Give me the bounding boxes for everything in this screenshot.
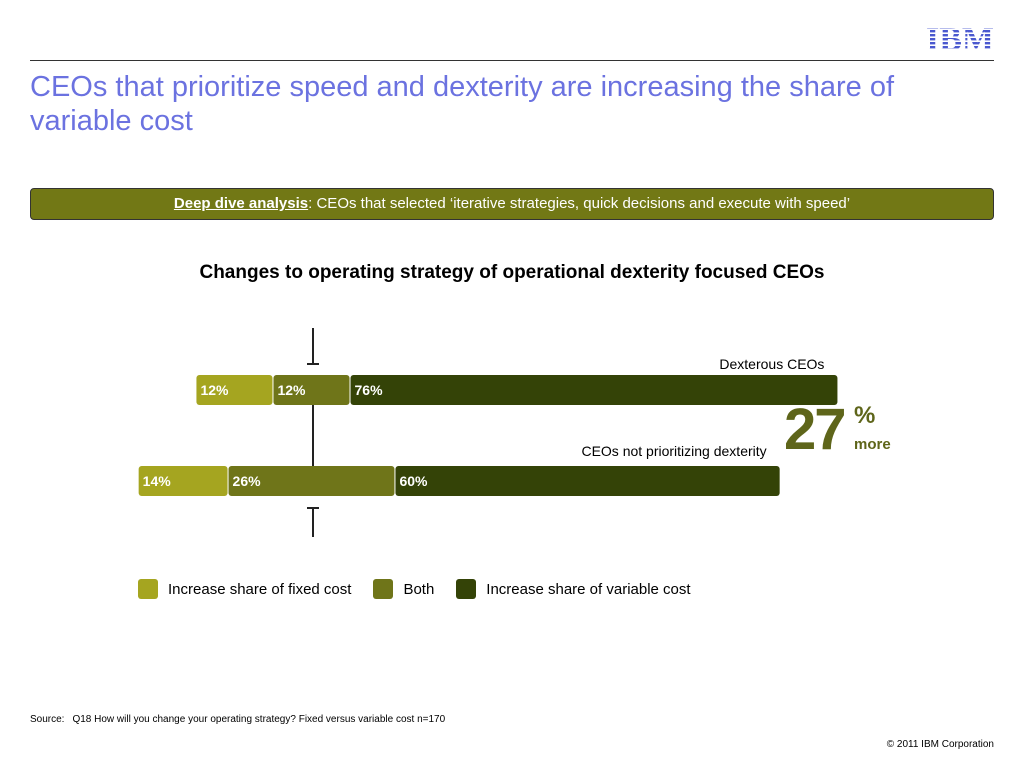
- banner-text: : CEOs that selected ‘iterative strategi…: [308, 195, 851, 212]
- bar-value-label: 14%: [143, 473, 172, 489]
- ibm-logo: IBM: [926, 22, 994, 54]
- row-label: CEOs not prioritizing dexterity: [581, 443, 766, 459]
- legend-item-both: Both: [373, 579, 434, 599]
- bar-value-label: 12%: [200, 382, 229, 398]
- deep-dive-banner: Deep dive analysis: CEOs that selected ‘…: [30, 188, 994, 220]
- bar-value-label: 76%: [355, 382, 384, 398]
- copyright: © 2011 IBM Corporation: [886, 739, 994, 750]
- bar-segment: [350, 375, 838, 405]
- bar-value-label: 26%: [233, 473, 262, 489]
- legend-swatch-variable: [456, 579, 477, 599]
- source-key: Source:: [30, 714, 65, 725]
- bar-segment: [273, 375, 350, 405]
- ibm-logo-text: IBM: [926, 22, 994, 54]
- bar-group: 12% 12% 76% 14% 26% 60%: [138, 375, 838, 496]
- legend-label-both: Both: [403, 580, 435, 598]
- banner-lead: Deep dive analysis: [173, 195, 309, 212]
- legend-label-fixed: Increase share of fixed cost: [168, 580, 352, 598]
- legend-item-variable: Increase share of variable cost: [456, 579, 691, 599]
- bar-segment: [138, 466, 228, 496]
- median-divider: [307, 328, 319, 537]
- callout-27-more: 27 % more: [784, 398, 924, 468]
- legend-swatch-fixed: [138, 579, 158, 599]
- source-note: Source: Q18 How will you change your oper…: [30, 714, 445, 725]
- chart-legend: Increase share of fixed cost Both Increa…: [138, 578, 713, 600]
- page-title: CEOs that prioritize speed and dexterity…: [30, 71, 895, 137]
- callout-text: more: [854, 436, 891, 453]
- bar-segment: [196, 375, 273, 405]
- legend-swatch-both: [373, 579, 394, 599]
- source-text: Q18 How will you change your operating s…: [72, 714, 446, 725]
- chart-title: Changes to operating strategy of operati…: [199, 262, 825, 283]
- bar-value-label: 60%: [399, 473, 428, 489]
- header-rule: [30, 60, 994, 61]
- callout-unit: %: [854, 402, 876, 429]
- callout-number: 27: [784, 397, 846, 462]
- row-label-group: Dexterous CEOs CEOs not prioritizing dext…: [581, 356, 824, 459]
- bar-segment: [395, 466, 780, 496]
- bar-segment: [228, 466, 395, 496]
- row-label: Dexterous CEOs: [719, 356, 824, 372]
- legend-item-fixed: Increase share of fixed cost: [138, 579, 351, 599]
- bar-value-label: 12%: [277, 382, 306, 398]
- legend-label-variable: Increase share of variable cost: [486, 580, 691, 598]
